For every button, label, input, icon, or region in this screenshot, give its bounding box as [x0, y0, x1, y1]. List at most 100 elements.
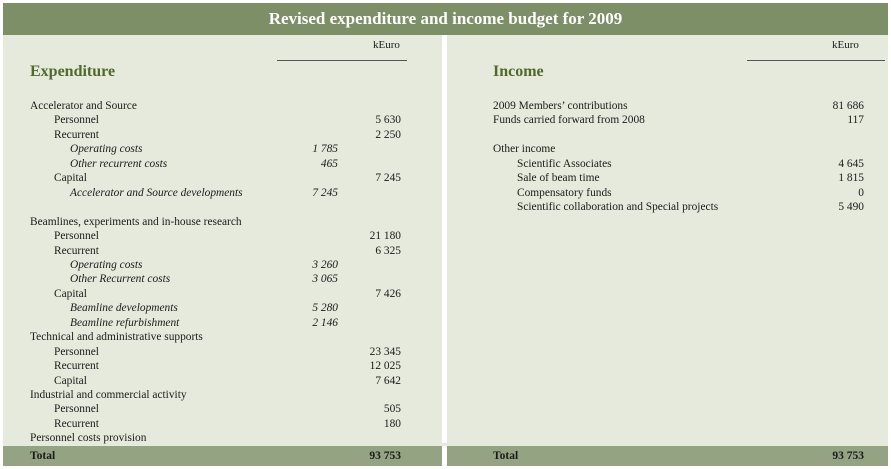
expenditure-heading: Expenditure — [30, 63, 116, 80]
expenditure-row-label: Accelerator and Source developments — [70, 186, 243, 199]
expenditure-row-label: Personnel costs provision — [30, 432, 147, 445]
income-row: Funds carried forward from 2008 117 — [447, 113, 888, 128]
income-row-value: 117 — [847, 114, 864, 127]
income-unit-rule — [747, 60, 885, 61]
expenditure-row-subvalue: 1 785 — [312, 143, 338, 156]
budget-table: Revised expenditure and income budget fo… — [3, 3, 888, 466]
expenditure-row-label: Accelerator and Source — [30, 100, 137, 112]
expenditure-row-subvalue: 5 280 — [312, 302, 338, 315]
expenditure-row-label: Recurrent — [54, 417, 99, 430]
expenditure-row-subvalue: 465 — [320, 157, 338, 170]
expenditure-row: Capital 7 426 — [3, 287, 442, 302]
expenditure-row-label: Recurrent — [54, 360, 99, 373]
expenditure-row: Recurrent 180 — [3, 417, 442, 432]
income-row: Compensatory funds 0 — [447, 186, 888, 201]
expenditure-row-label: Beamlines, experiments and in-house rese… — [30, 215, 242, 228]
expenditure-row-label: Operating costs — [70, 258, 143, 271]
expenditure-row-value: 12 025 — [369, 360, 401, 373]
expenditure-row: Operating costs 3 260 — [3, 258, 442, 273]
panel-divider — [442, 35, 447, 443]
income-row: Sale of beam time 1 815 — [447, 171, 888, 186]
expenditure-row-value: 6 325 — [375, 244, 401, 257]
expenditure-row-value: 505 — [383, 403, 401, 416]
expenditure-row: Recurrent 6 325 — [3, 244, 442, 259]
expenditure-total-row: Total 93 753 — [3, 446, 442, 466]
expenditure-row: Beamline refurbishment 2 146 — [3, 316, 442, 331]
expenditure-total-value: 93 753 — [369, 450, 401, 462]
expenditure-row: Beamlines, experiments and in-house rese… — [3, 215, 442, 230]
expenditure-row-value: 23 345 — [369, 345, 401, 358]
expenditure-row-label: Personnel — [54, 230, 99, 243]
expenditure-row-subvalue: 7 245 — [312, 186, 338, 199]
expenditure-row-label: Industrial and commercial activity — [30, 389, 187, 401]
expenditure-row: Other Recurrent costs 3 065 — [3, 272, 442, 287]
expenditure-row: Personnel 505 — [3, 402, 442, 417]
expenditure-row: Personnel costs provision — [3, 431, 442, 446]
expenditure-row: Operating costs 1 785 — [3, 142, 442, 157]
income-row: Scientific collaboration and Special pro… — [447, 200, 888, 215]
expenditure-unit: kEuro — [373, 39, 400, 51]
table-title: Revised expenditure and income budget fo… — [3, 3, 888, 35]
expenditure-row: Capital 7 642 — [3, 374, 442, 389]
expenditure-row-label: Capital — [54, 287, 87, 300]
expenditure-row-label: Personnel — [54, 403, 99, 416]
expenditure-row: Personnel 5 630 — [3, 113, 442, 128]
expenditure-row-subvalue: 2 146 — [312, 316, 338, 329]
income-row: Other income — [447, 142, 888, 157]
income-unit: kEuro — [832, 39, 859, 51]
expenditure-row-label: Personnel — [54, 114, 99, 127]
expenditure-row-value: 180 — [383, 417, 401, 430]
expenditure-row-label: Other recurrent costs — [70, 157, 168, 170]
income-row-label: Scientific Associates — [517, 157, 612, 170]
income-row-value: 5 490 — [838, 201, 864, 214]
expenditure-row: Beamline developments 5 280 — [3, 301, 442, 316]
income-row-value: 81 686 — [832, 100, 864, 112]
expenditure-panel: kEuro Expenditure Accelerator and Source… — [3, 35, 442, 446]
expenditure-row-subvalue: 3 065 — [312, 273, 338, 286]
expenditure-row-label: Personnel — [54, 345, 99, 358]
income-total-value: 93 753 — [832, 450, 864, 462]
expenditure-row-value: 21 180 — [369, 230, 401, 243]
income-row-label: Scientific collaboration and Special pro… — [517, 201, 719, 214]
expenditure-row: Accelerator and Source developments 7 245 — [3, 186, 442, 201]
expenditure-row-label: Recurrent — [54, 128, 99, 141]
income-row: Scientific Associates 4 645 — [447, 157, 888, 172]
expenditure-row: Personnel 23 345 — [3, 345, 442, 360]
expenditure-row-label: Other Recurrent costs — [70, 273, 171, 286]
income-row: 2009 Members’ contributions 81 686 — [447, 99, 888, 114]
expenditure-total-label: Total — [30, 450, 56, 462]
expenditure-row: Accelerator and Source — [3, 99, 442, 114]
expenditure-row-label: Recurrent — [54, 244, 99, 257]
income-row-label: Compensatory funds — [517, 186, 612, 199]
income-total-label: Total — [493, 450, 519, 462]
income-panel: kEuro Income 2009 Members’ contributions… — [447, 35, 888, 443]
expenditure-row-label: Beamline developments — [70, 302, 178, 315]
total-divider — [442, 446, 447, 466]
income-heading: Income — [493, 63, 544, 80]
income-row-label: 2009 Members’ contributions — [493, 100, 628, 112]
income-row-label: Sale of beam time — [517, 172, 600, 185]
expenditure-row-label: Operating costs — [70, 143, 143, 156]
expenditure-row — [3, 200, 442, 215]
income-row-label: Other income — [493, 143, 556, 156]
expenditure-row-label: Technical and administrative supports — [30, 331, 203, 344]
expenditure-unit-rule — [277, 60, 407, 61]
expenditure-row-label: Capital — [54, 172, 87, 185]
income-row-value: 1 815 — [838, 172, 864, 185]
expenditure-row-value: 5 630 — [375, 114, 401, 127]
income-total-row: Total 93 753 — [447, 446, 888, 466]
expenditure-row: Personnel 21 180 — [3, 229, 442, 244]
income-row-label: Funds carried forward from 2008 — [493, 114, 645, 127]
expenditure-row-label: Beamline refurbishment — [70, 316, 180, 329]
expenditure-row-value: 7 642 — [375, 374, 401, 387]
expenditure-row-value: 7 245 — [375, 172, 401, 185]
expenditure-row-label: Capital — [54, 374, 87, 387]
expenditure-row: Capital 7 245 — [3, 171, 442, 186]
income-row — [447, 128, 888, 143]
expenditure-row: Recurrent 2 250 — [3, 128, 442, 143]
income-row-value: 0 — [858, 186, 864, 199]
expenditure-row-value: 7 426 — [375, 287, 401, 300]
expenditure-row: Other recurrent costs 465 — [3, 157, 442, 172]
expenditure-row-subvalue: 3 260 — [312, 258, 338, 271]
expenditure-row-value: 2 250 — [375, 128, 401, 141]
